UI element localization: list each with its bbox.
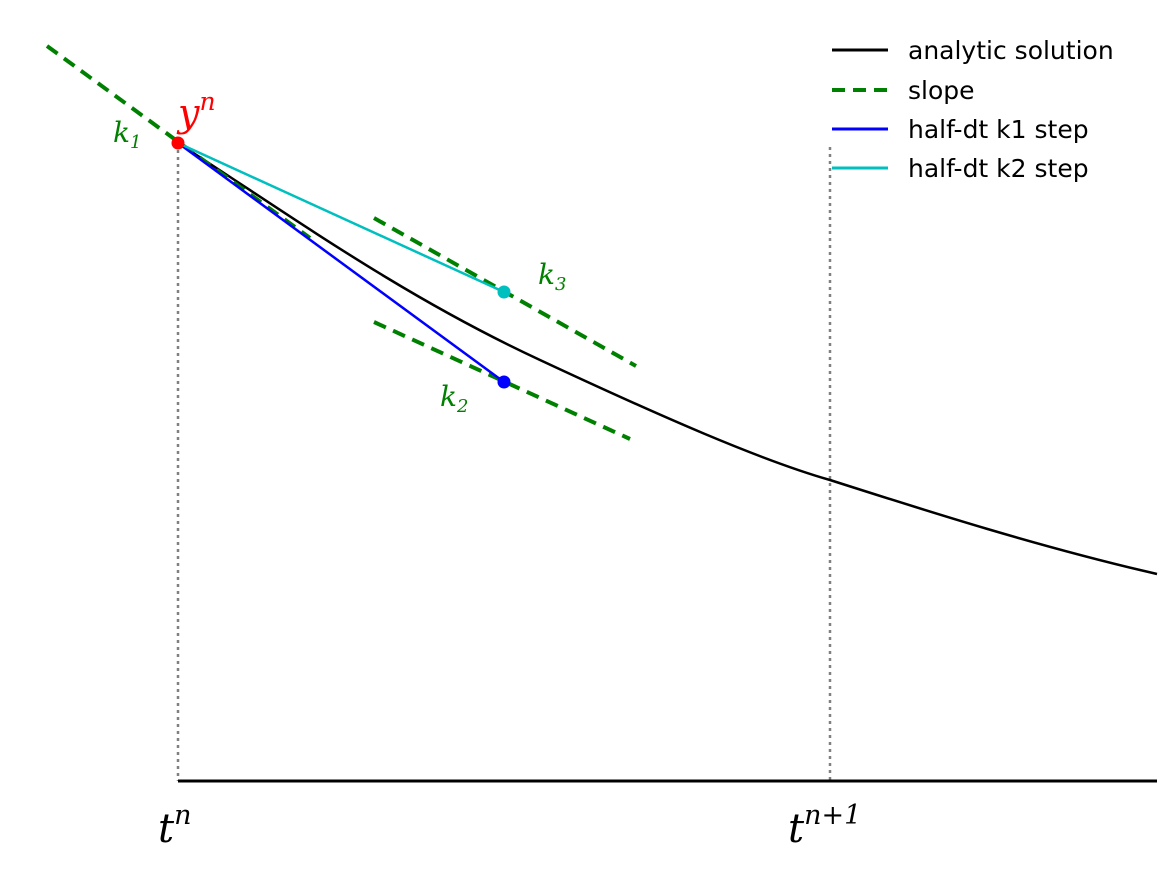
legend-label-analytic: analytic solution — [908, 36, 1114, 65]
legend-label-slope: slope — [908, 76, 975, 105]
yn-point — [171, 136, 185, 150]
k1-slope-line — [45, 44, 312, 240]
yn-label: yn — [176, 87, 216, 135]
legend-label-k2-step: half-dt k2 step — [908, 154, 1089, 183]
k2-step-endpoint — [497, 285, 511, 299]
k2-slope-line — [373, 320, 631, 441]
k1-label: k1 — [113, 116, 141, 153]
half-dt-k1-step-line — [177, 141, 505, 384]
tn1-label: tn+1 — [788, 800, 861, 852]
k2-label: k2 — [440, 380, 468, 417]
tn-label: tn — [158, 800, 191, 852]
k3-label: k3 — [538, 258, 566, 295]
half-dt-k2-step-line — [177, 141, 505, 294]
legend: analytic solution slope half-dt k1 step … — [832, 36, 1114, 183]
k1-step-endpoint — [497, 375, 511, 389]
analytic-solution-curve — [177, 141, 1158, 576]
legend-label-k1-step: half-dt k1 step — [908, 115, 1089, 144]
